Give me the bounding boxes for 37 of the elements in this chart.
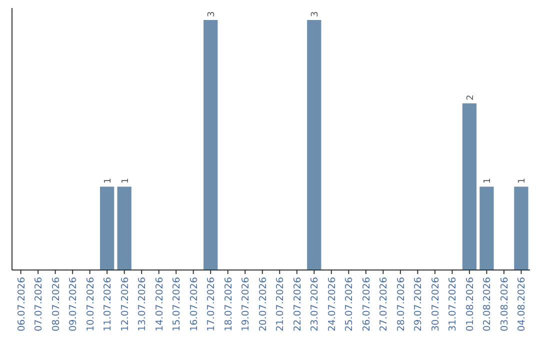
x-tick-label: 31.07.2026 (448, 277, 459, 332)
x-tick-label: 29.07.2026 (413, 277, 424, 332)
x-tick-label: 16.07.2026 (188, 277, 200, 332)
x-tick-label: 03.08.2026 (499, 277, 510, 332)
x-tick-label: 22.07.2026 (292, 277, 304, 332)
x-tick-label: 28.07.2026 (396, 277, 407, 332)
x-tick-label: 23.07.2026 (310, 277, 321, 332)
x-tick-label: 08.07.2026 (50, 277, 62, 332)
x-tick-label: 19.07.2026 (240, 277, 252, 332)
x-tick-label: 15.07.2026 (172, 277, 183, 332)
data-label: 2 (466, 94, 476, 100)
data-label: 1 (120, 178, 131, 184)
x-tick-label: 12.07.2026 (120, 277, 131, 332)
data-label: 3 (207, 11, 218, 17)
x-tick-label: 26.07.2026 (361, 277, 372, 332)
x-tick-label: 10.07.2026 (85, 277, 96, 332)
x-tick-label: 13.07.2026 (137, 277, 148, 332)
x-tick-label: 27.07.2026 (378, 277, 390, 332)
data-label: 1 (483, 178, 494, 184)
x-tick-label: 20.07.2026 (258, 277, 269, 332)
x-tick-label: 06.07.2026 (16, 277, 28, 332)
x-tick-label: 09.07.2026 (68, 277, 80, 332)
x-tick-label: 18.07.2026 (223, 277, 234, 332)
data-label: 1 (518, 178, 528, 184)
x-tick-label: 24.07.2026 (326, 277, 338, 332)
x-tick-label: 21.07.2026 (275, 277, 286, 332)
x-tick-label: 07.07.2026 (34, 277, 45, 332)
x-tick-label: 25.07.2026 (344, 277, 356, 332)
x-tick-label: 02.08.2026 (482, 277, 494, 332)
x-tick-label: 11.07.2026 (102, 277, 114, 332)
data-label: 3 (310, 11, 321, 17)
x-tick-label: 14.07.2026 (154, 277, 166, 332)
data-label: 1 (104, 178, 114, 184)
x-tick-label: 17.07.2026 (206, 277, 218, 332)
x-tick-label: 30.07.2026 (430, 277, 442, 332)
x-tick-label: 01.08.2026 (464, 277, 476, 332)
x-tick-label: 04.08.2026 (516, 277, 528, 332)
